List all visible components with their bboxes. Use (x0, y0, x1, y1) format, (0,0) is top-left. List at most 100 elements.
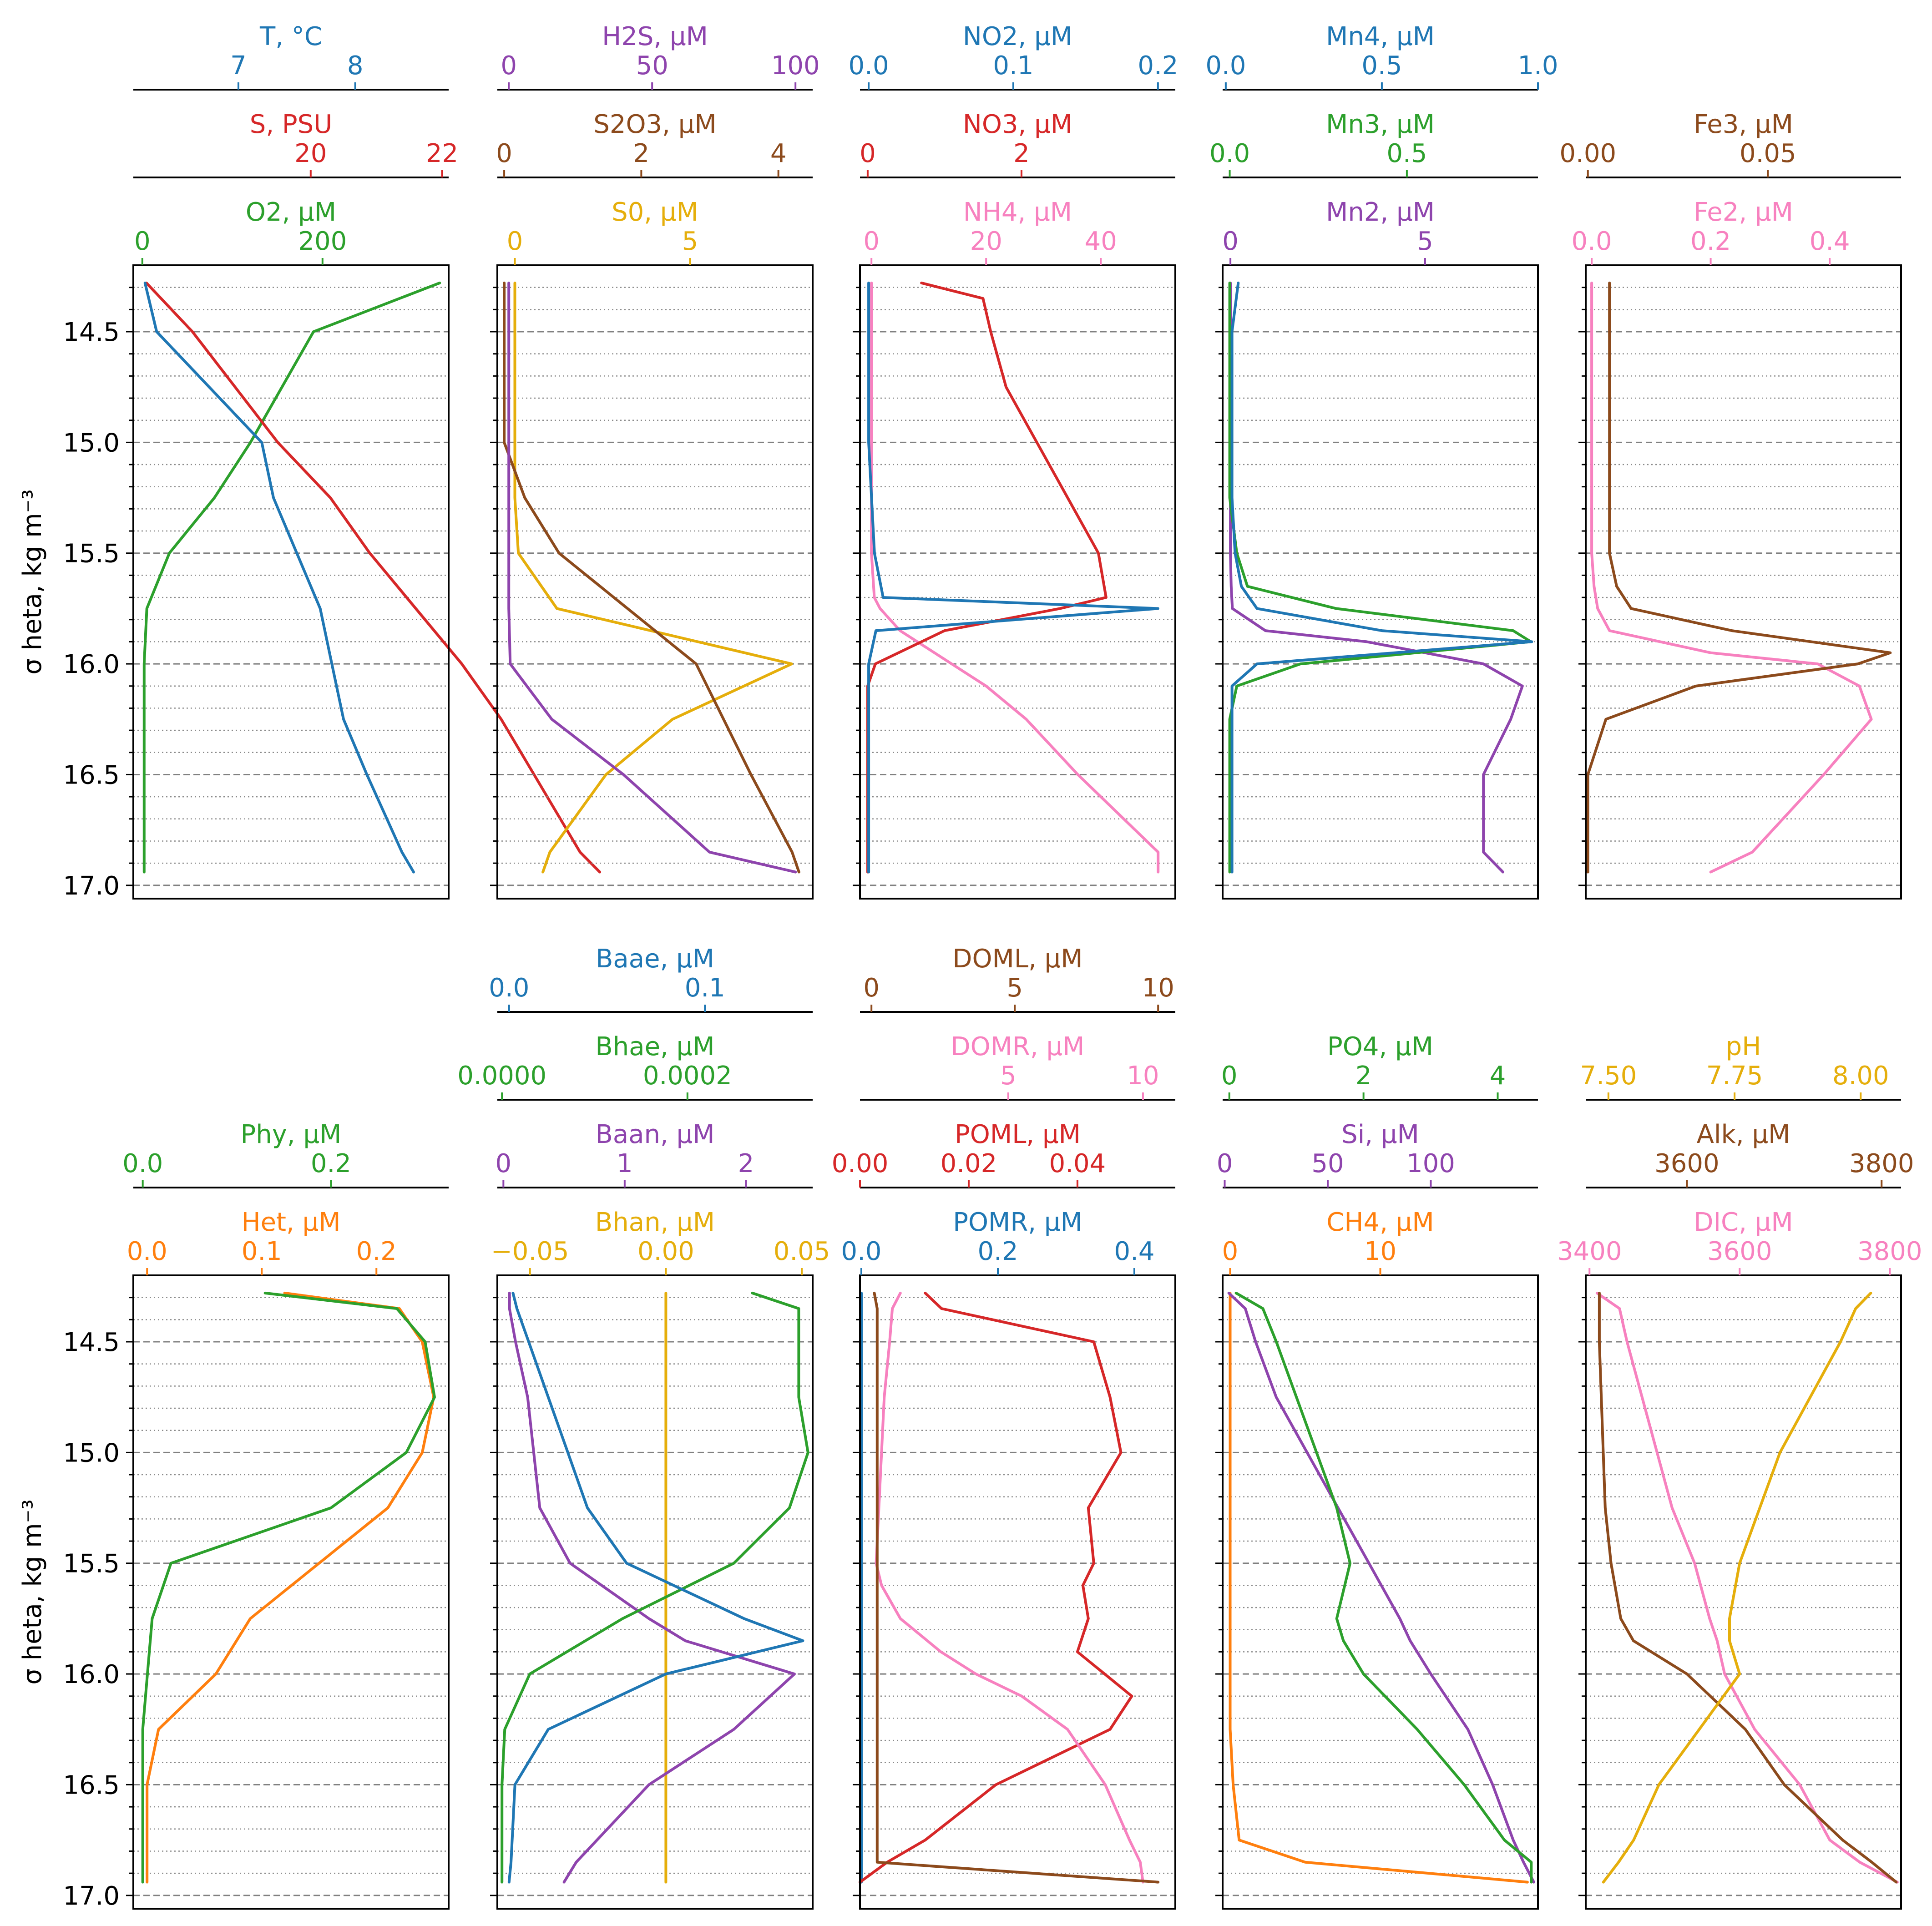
x-tick-label: 0 (507, 227, 523, 256)
panel-r0-c0: 14.5 15.0 15.5 16.0 16.5 17.0 σ heta, kg m⁻³ 0 2… (18, 22, 602, 901)
x-tick-label: 0.0 (122, 1149, 163, 1178)
axis-title-no2: NO2, μM (963, 22, 1072, 51)
axis-title-bhae: Bhae, μM (595, 1032, 714, 1062)
x-tick-label: 4 (770, 139, 787, 168)
top-axis-ph: 7.50 7.75 8.00 pH (1580, 1032, 1901, 1101)
x-tick-label: 0.2 (356, 1237, 397, 1266)
y-tick-label: 17.0 (63, 1881, 120, 1911)
axis-title-po4: PO4, μM (1327, 1032, 1433, 1062)
series-line-mn3 (1228, 281, 1532, 874)
y-tick-label: 17.0 (63, 871, 120, 901)
x-tick-label: 3800 (1857, 1237, 1922, 1266)
top-axis-baan: 0 1 2 Baan, μM (496, 1120, 813, 1188)
series-line-fe2 (1590, 281, 1873, 874)
plot-frame (859, 1274, 1176, 1910)
top-axis-bhan: −0.05 0.00 0.05 Bhan, μM (491, 1208, 830, 1275)
plot-frame (132, 1274, 450, 1910)
x-tick-label: 8 (347, 51, 364, 81)
x-tick-label: 8.00 (1832, 1061, 1889, 1091)
x-tick-label: 0 (134, 227, 151, 256)
x-tick-label: 0.0 (1205, 51, 1246, 81)
y-tick-label: 16.5 (63, 1770, 120, 1800)
x-tick-label: 0 (863, 227, 880, 256)
x-tick-label: 50 (1311, 1149, 1344, 1178)
plot-frame (1222, 1274, 1539, 1910)
series-line-si (1227, 1291, 1535, 1884)
panel-r1-c0: 14.5 15.0 15.5 16.0 16.5 17.0 σ heta, kg m⁻³ 0.… (18, 1120, 450, 1911)
y-tick-label: 15.5 (63, 539, 120, 569)
x-tick-label: 0.02 (941, 1149, 997, 1178)
y-tick-label: 16.5 (63, 760, 120, 790)
x-tick-label: 2 (738, 1149, 754, 1178)
x-tick-label: 0.2 (1138, 51, 1178, 81)
panel-r0-c1: 0 5S0, μM 0 2 4 S2O3, μM 0 50 100 H2S, μM (490, 22, 820, 900)
x-tick-label: 0 (1222, 227, 1239, 256)
series-line-mn2 (1229, 281, 1524, 874)
axis-title-o2: O2, μM (246, 197, 336, 227)
plot-frame (1585, 264, 1902, 900)
series-line-fe3 (1586, 281, 1892, 874)
x-tick-label: 0.2 (977, 1237, 1018, 1266)
axis-title-h2s: H2S, μM (602, 22, 708, 51)
x-tick-label: 0 (496, 1149, 512, 1178)
x-tick-label: 7 (230, 51, 247, 81)
axis-title-s2o3: S2O3, μM (593, 110, 716, 139)
x-tick-label: 5 (1417, 227, 1433, 256)
x-tick-label: 4 (1490, 1061, 1506, 1091)
top-axis-nh4: 0 20 40 NH4, μM (863, 197, 1117, 265)
x-tick-label: 0.04 (1049, 1149, 1106, 1178)
axis-title-het: Het, μM (241, 1208, 340, 1237)
series-line-nh4 (870, 281, 1160, 874)
x-tick-label: 50 (636, 51, 668, 81)
axis-title-ph: pH (1726, 1032, 1761, 1062)
series-line-baan (508, 1291, 796, 1884)
axis-title-s: S, PSU (250, 110, 332, 139)
axis-title-poml: POML, μM (955, 1120, 1081, 1149)
series-line-po4 (1234, 1291, 1533, 1884)
axis-title-alk: Alk, μM (1697, 1120, 1790, 1149)
x-tick-label: 20 (294, 139, 327, 168)
x-tick-label: 22 (426, 139, 458, 168)
axis-title-bhan: Bhan, μM (595, 1208, 715, 1237)
y-tick-label: 15.5 (63, 1549, 120, 1579)
x-tick-label: 0.4 (1114, 1237, 1154, 1266)
axis-title-baae: Baae, μM (596, 944, 714, 974)
axis-title-doml: DOML, μM (952, 944, 1082, 974)
y-tick-label: 16.0 (63, 650, 120, 679)
top-axis-pomr: 0.0 0.2 0.4 POMR, μM (841, 1208, 1155, 1275)
series-line-ch4 (1229, 1291, 1529, 1884)
top-axis-t: 7 8 T, °C (133, 22, 449, 91)
x-tick-label: 0.1 (242, 1237, 282, 1266)
axis-title-fe2: Fe2, μM (1694, 197, 1793, 227)
x-tick-label: 0.0002 (643, 1061, 732, 1091)
x-tick-label: 5 (1006, 973, 1023, 1003)
x-tick-label: 0.0 (1572, 227, 1612, 256)
top-axis-h2s: 0 50 100 H2S, μM (497, 22, 820, 91)
x-tick-label: 100 (771, 51, 820, 81)
x-tick-label: 0.0 (1209, 139, 1250, 168)
x-tick-label: 0.05 (1740, 139, 1796, 168)
x-tick-label: 0.05 (774, 1237, 830, 1266)
y-tick-label: 14.5 (63, 318, 120, 347)
x-tick-label: 200 (298, 227, 347, 256)
x-tick-label: 3600 (1654, 1149, 1720, 1178)
top-axis-po4: 0 2 4 PO4, μM (1221, 1032, 1538, 1101)
x-tick-label: 1 (617, 1149, 633, 1178)
x-tick-label: 0.2 (311, 1149, 351, 1178)
y-tick-label: 16.0 (63, 1660, 120, 1689)
x-tick-label: 10 (1142, 973, 1174, 1003)
x-tick-label: 2 (1013, 139, 1030, 168)
x-tick-label: 40 (1085, 227, 1117, 256)
